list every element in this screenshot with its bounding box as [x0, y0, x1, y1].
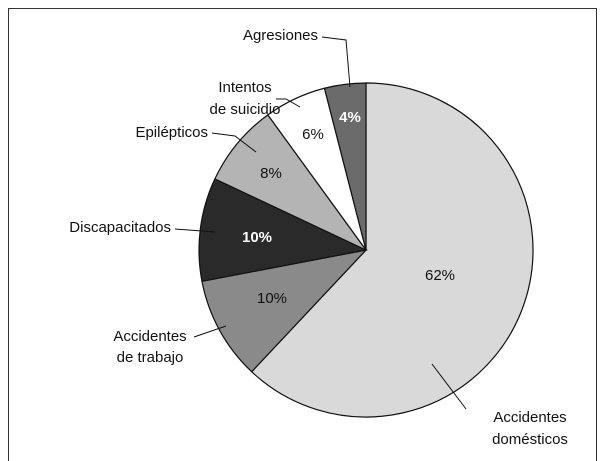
category-label: Discapacitados — [69, 219, 171, 236]
value-label: 10% — [242, 229, 272, 246]
value-label: 62% — [425, 267, 455, 284]
category-label: Agresiones — [243, 27, 318, 44]
leader-line — [431, 363, 467, 410]
pie-slice — [250, 82, 534, 418]
pie-slice — [323, 82, 367, 251]
leader-line — [211, 132, 257, 153]
leader-line — [321, 36, 351, 88]
pie-slice — [198, 178, 368, 282]
leader-line — [174, 228, 216, 233]
value-label: 4% — [339, 109, 361, 126]
frame — [8, 8, 597, 461]
category-label: Intentos — [218, 79, 271, 96]
category-label: de trabajo — [117, 349, 184, 366]
value-label: 8% — [260, 165, 282, 182]
leader-line — [193, 325, 227, 338]
category-label: domésticos — [492, 431, 568, 448]
value-label: 10% — [257, 290, 287, 307]
category-label: de suicidio — [210, 101, 281, 118]
category-label: Accidentes — [113, 328, 186, 345]
value-label: 6% — [302, 126, 324, 143]
pie-slice — [201, 249, 368, 373]
leader-line — [276, 98, 301, 108]
category-label: Accidentes — [493, 409, 566, 426]
category-label: Epilépticos — [135, 124, 208, 141]
